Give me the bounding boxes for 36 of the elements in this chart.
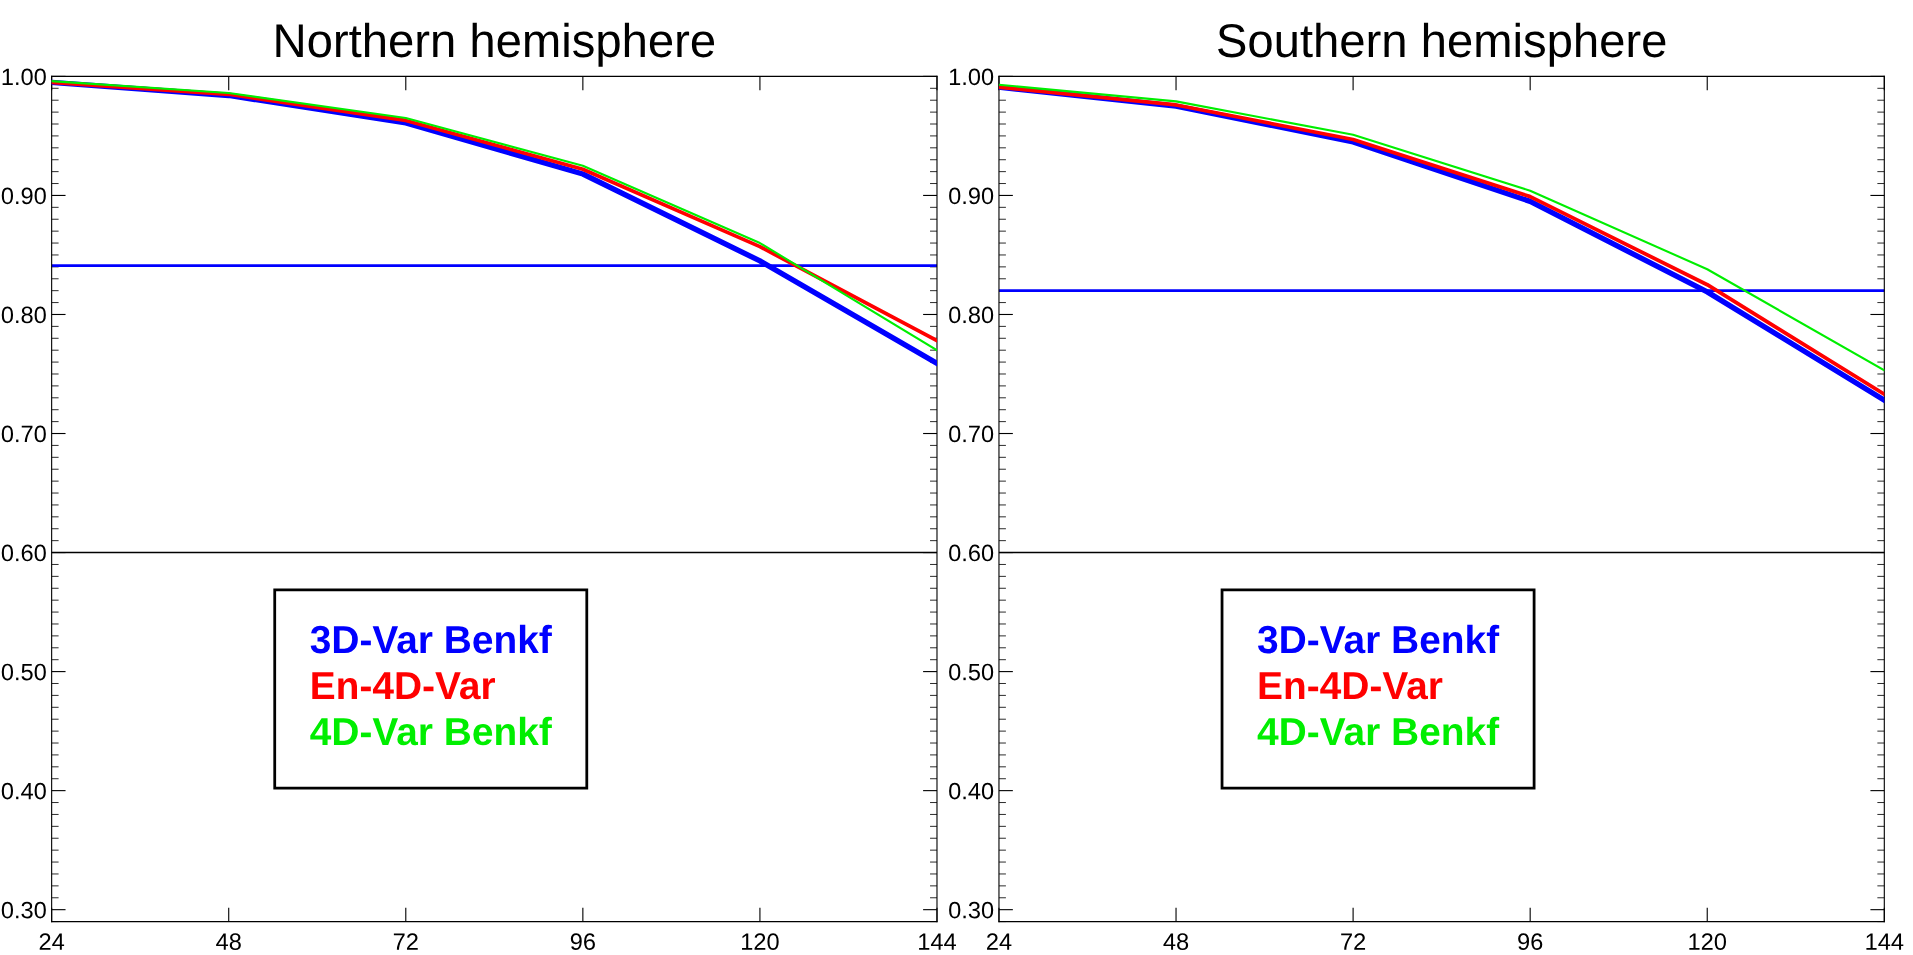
y-tick-label: 0.70 bbox=[1, 425, 46, 443]
y-tick-label: 0.90 bbox=[1, 187, 46, 205]
y-tick-label: 0.30 bbox=[1, 901, 46, 919]
y-tick-label: 0.70 bbox=[949, 425, 994, 443]
text: En-4D-Var bbox=[1259, 672, 1443, 700]
y-tick-label: 0.80 bbox=[949, 306, 994, 324]
text: 3D-Var Benkf bbox=[1257, 624, 1500, 654]
x-tick-label: 144 bbox=[1866, 933, 1904, 950]
x-tick-label: 24 bbox=[987, 933, 1012, 950]
text: En-4D-Var bbox=[312, 672, 495, 700]
x-tick-label: 24 bbox=[39, 933, 65, 950]
x-tick-label: 144 bbox=[919, 933, 956, 950]
x-tick-label: 48 bbox=[1163, 933, 1189, 951]
y-tick-label: 0.40 bbox=[949, 782, 994, 800]
y-tick-label: 0.40 bbox=[1, 782, 46, 800]
y-tick-label: 0.80 bbox=[1, 306, 46, 324]
x-tick-label: 120 bbox=[742, 933, 779, 951]
y-tick-label: 1.00 bbox=[949, 68, 994, 86]
y-tick-label: 0.50 bbox=[949, 663, 994, 681]
x-tick-label: 72 bbox=[1341, 933, 1366, 950]
chart-title: Northern hemisphere bbox=[276, 22, 715, 67]
x-tick-label: 48 bbox=[216, 933, 241, 951]
y-tick-label: 0.50 bbox=[1, 663, 46, 681]
text: 4D-Var Benkf bbox=[310, 716, 552, 746]
y-tick-label: 0.60 bbox=[1, 544, 46, 562]
x-tick-label: 120 bbox=[1689, 933, 1727, 951]
y-tick-label: 0.60 bbox=[949, 544, 994, 562]
x-tick-label: 72 bbox=[393, 933, 418, 950]
y-tick-label: 1.00 bbox=[2, 68, 46, 86]
chart-title: Southern hemisphere bbox=[1218, 22, 1666, 67]
y-tick-label: 0.90 bbox=[949, 187, 994, 205]
text: 3D-Var Benkf bbox=[310, 624, 552, 654]
y-tick-label: 0.30 bbox=[949, 901, 994, 919]
x-tick-label: 96 bbox=[1518, 933, 1543, 951]
x-tick-label: 96 bbox=[570, 933, 595, 951]
text: 4D-Var Benkf bbox=[1257, 716, 1500, 746]
